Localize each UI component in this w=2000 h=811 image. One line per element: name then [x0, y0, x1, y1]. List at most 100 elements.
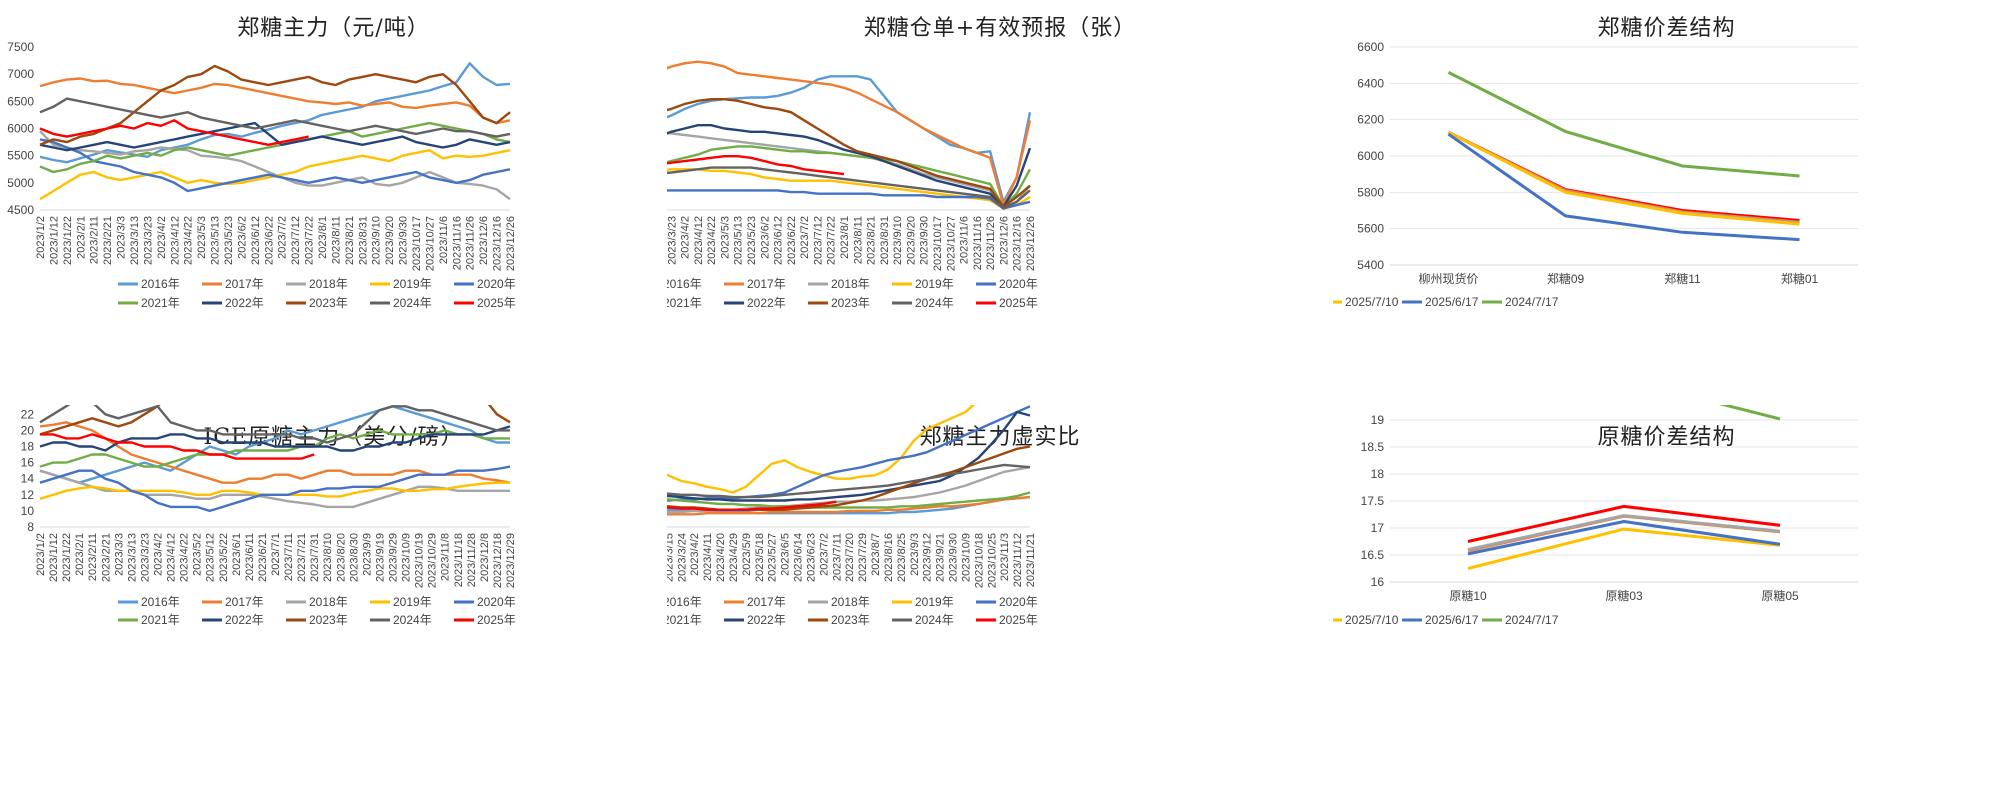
x-date-label: 2023/5/13 — [733, 216, 745, 265]
legend-label: 2018年 — [831, 595, 870, 609]
x-date-label: 2023/9/10 — [371, 216, 383, 265]
legend-label: 2024/7/17 — [1505, 613, 1559, 627]
x-date-label: 2023/11/8 — [440, 533, 452, 581]
series-line — [39, 62, 511, 164]
series-line — [39, 465, 511, 513]
x-date-label: 2023/7/20 — [844, 533, 856, 582]
x-date-label: 2023/11/12 — [1012, 533, 1024, 587]
panel-raw-spread: 原糖价差结构 1616.51717.51818.51919.520原糖10原糖0… — [1333, 405, 2000, 811]
x-date-label: 2023/6/11 — [244, 533, 256, 581]
series-line — [667, 154, 845, 176]
legend-label: 2021年 — [141, 296, 180, 310]
series-line — [39, 405, 511, 436]
x-date-label: 2023/7/2 — [799, 216, 811, 259]
legend-label: 2024年 — [915, 296, 954, 310]
y-tick-label: 16 — [21, 456, 35, 470]
panel-zheng-ratio: 郑糖主力虚实比 0.0020.0040.0060.0080.00100.0012… — [667, 405, 1333, 811]
x-date-label: 2023/6/22 — [263, 216, 275, 265]
series-line — [667, 189, 1031, 210]
x-date-label: 2023/4/2 — [156, 216, 168, 259]
y-tick-label: 20 — [21, 423, 35, 437]
x-date-label: 2023/5/3 — [196, 216, 208, 259]
legend-label: 2025年 — [999, 296, 1038, 310]
legend-label: 2019年 — [915, 277, 954, 291]
legend-label: 2018年 — [309, 595, 348, 609]
x-date-label: 2023/1/2 — [35, 533, 47, 576]
series-line — [39, 97, 511, 138]
x-date-label: 2023/8/30 — [348, 533, 360, 582]
legend-label: 2021年 — [667, 613, 702, 627]
x-date-label: 2023/12/29 — [505, 533, 517, 588]
x-date-label: 2023/10/27 — [424, 216, 436, 271]
legend-label: 2017年 — [225, 277, 264, 291]
x-date-label: 2023/4/11 — [702, 533, 714, 581]
x-date-label: 2023/5/23 — [223, 216, 235, 265]
x-date-label: 2023/12/6 — [998, 216, 1010, 265]
chart-ice-main: 8101214161820222426282023/1/22023/1/1220… — [21, 405, 517, 627]
x-date-label: 2023/12/6 — [478, 216, 490, 265]
legend-label: 2016年 — [141, 595, 180, 609]
panel-zheng-spread: 郑糖价差结构 5400 5600 5800 6000 6200 6400 6600 柳州现货价… — [1333, 0, 2000, 405]
x-date-label: 2023/4/22 — [183, 216, 195, 265]
y-tick-label: 14 — [21, 472, 35, 486]
x-date-label: 2023/11/16 — [451, 216, 463, 270]
series-line — [667, 131, 1031, 208]
x-category-label: 原糖10 — [1449, 588, 1487, 603]
chart-zheng-spread: 5400 5600 5800 6000 6200 6400 6600 柳州现货价 郑糖09 郑糖1… — [1333, 40, 1858, 309]
x-date-label: 2023/7/11 — [283, 533, 295, 581]
y-tick-label: 18 — [1371, 467, 1385, 481]
legend-label: 2018年 — [831, 277, 870, 291]
x-category-label: 郑糖11 — [1664, 271, 1701, 286]
x-date-label: 2023/3/13 — [126, 533, 138, 582]
x-date-label: 2023/12/8 — [479, 533, 491, 582]
x-category-label: 原糖05 — [1761, 588, 1799, 603]
legend-label: 2025/6/17 — [1425, 613, 1479, 627]
chart-title: 郑糖主力虚实比 — [919, 425, 1081, 450]
x-category-label: 柳州现货价 — [1418, 271, 1478, 286]
series-line — [667, 168, 1031, 210]
series-line — [39, 119, 309, 147]
x-date-label: 2023/9/19 — [374, 533, 386, 582]
y-tick-label: 7500 — [7, 40, 34, 54]
series-line — [39, 77, 511, 125]
x-date-label: 2023/11/28 — [466, 533, 478, 587]
x-date-label: 2023/6/23 — [805, 533, 817, 582]
y-tick-label: 6200 — [1357, 113, 1384, 127]
y-tick-label: 6600 — [1357, 40, 1384, 54]
series-line — [667, 145, 1032, 208]
y-tick-label: 7000 — [7, 67, 34, 81]
chart-raw-spread: 1616.51717.51818.51919.520原糖10原糖03原糖0520… — [1333, 405, 1858, 627]
series-line — [1467, 514, 1781, 552]
x-date-label: 2023/7/29 — [857, 533, 869, 582]
y-tick-label: 6000 — [1357, 149, 1384, 163]
x-date-label: 2023/5/3 — [719, 216, 731, 259]
legend-label: 2025/7/10 — [1345, 295, 1399, 309]
x-date-label: 2023/10/29 — [427, 533, 439, 588]
chart-zheng-ratio: 0.0020.0040.0060.0080.00100.00120.00140.… — [667, 405, 1038, 627]
legend-label: 2019年 — [393, 277, 432, 291]
x-date-label: 2023/9/30 — [919, 216, 931, 265]
series-line — [667, 463, 1031, 499]
x-date-label: 2023/10/9 — [401, 533, 413, 582]
y-tick-label: 5600 — [1357, 222, 1384, 236]
y-tick-label: 16.5 — [1361, 548, 1385, 562]
x-date-label: 2023/5/9 — [741, 533, 753, 576]
x-date-label: 2023/10/9 — [960, 533, 972, 582]
x-date-label: 2023/4/12 — [166, 533, 178, 582]
x-date-label: 2023/11/26 — [465, 216, 477, 270]
x-date-label: 2023/8/1 — [317, 216, 329, 259]
legend-label: 2023年 — [831, 613, 870, 627]
x-date-label: 2023/8/7 — [870, 533, 882, 576]
x-date-label: 2023/12/16 — [1012, 216, 1024, 271]
x-date-label: 2023/10/27 — [945, 216, 957, 271]
y-tick-label: 17.5 — [1361, 494, 1385, 508]
legend-label: 2021年 — [667, 296, 702, 310]
series-line — [40, 433, 315, 460]
x-date-label: 2023/3/23 — [139, 533, 151, 582]
x-date-label: 2023/6/2 — [236, 216, 248, 259]
series-line — [39, 64, 511, 146]
legend-label: 2025年 — [999, 613, 1038, 627]
panel-zheng-warrant: 郑糖仓单+有效预报（张） 010000200003000040000500006… — [667, 0, 1333, 405]
x-date-label: 2023/4/12 — [693, 216, 705, 265]
